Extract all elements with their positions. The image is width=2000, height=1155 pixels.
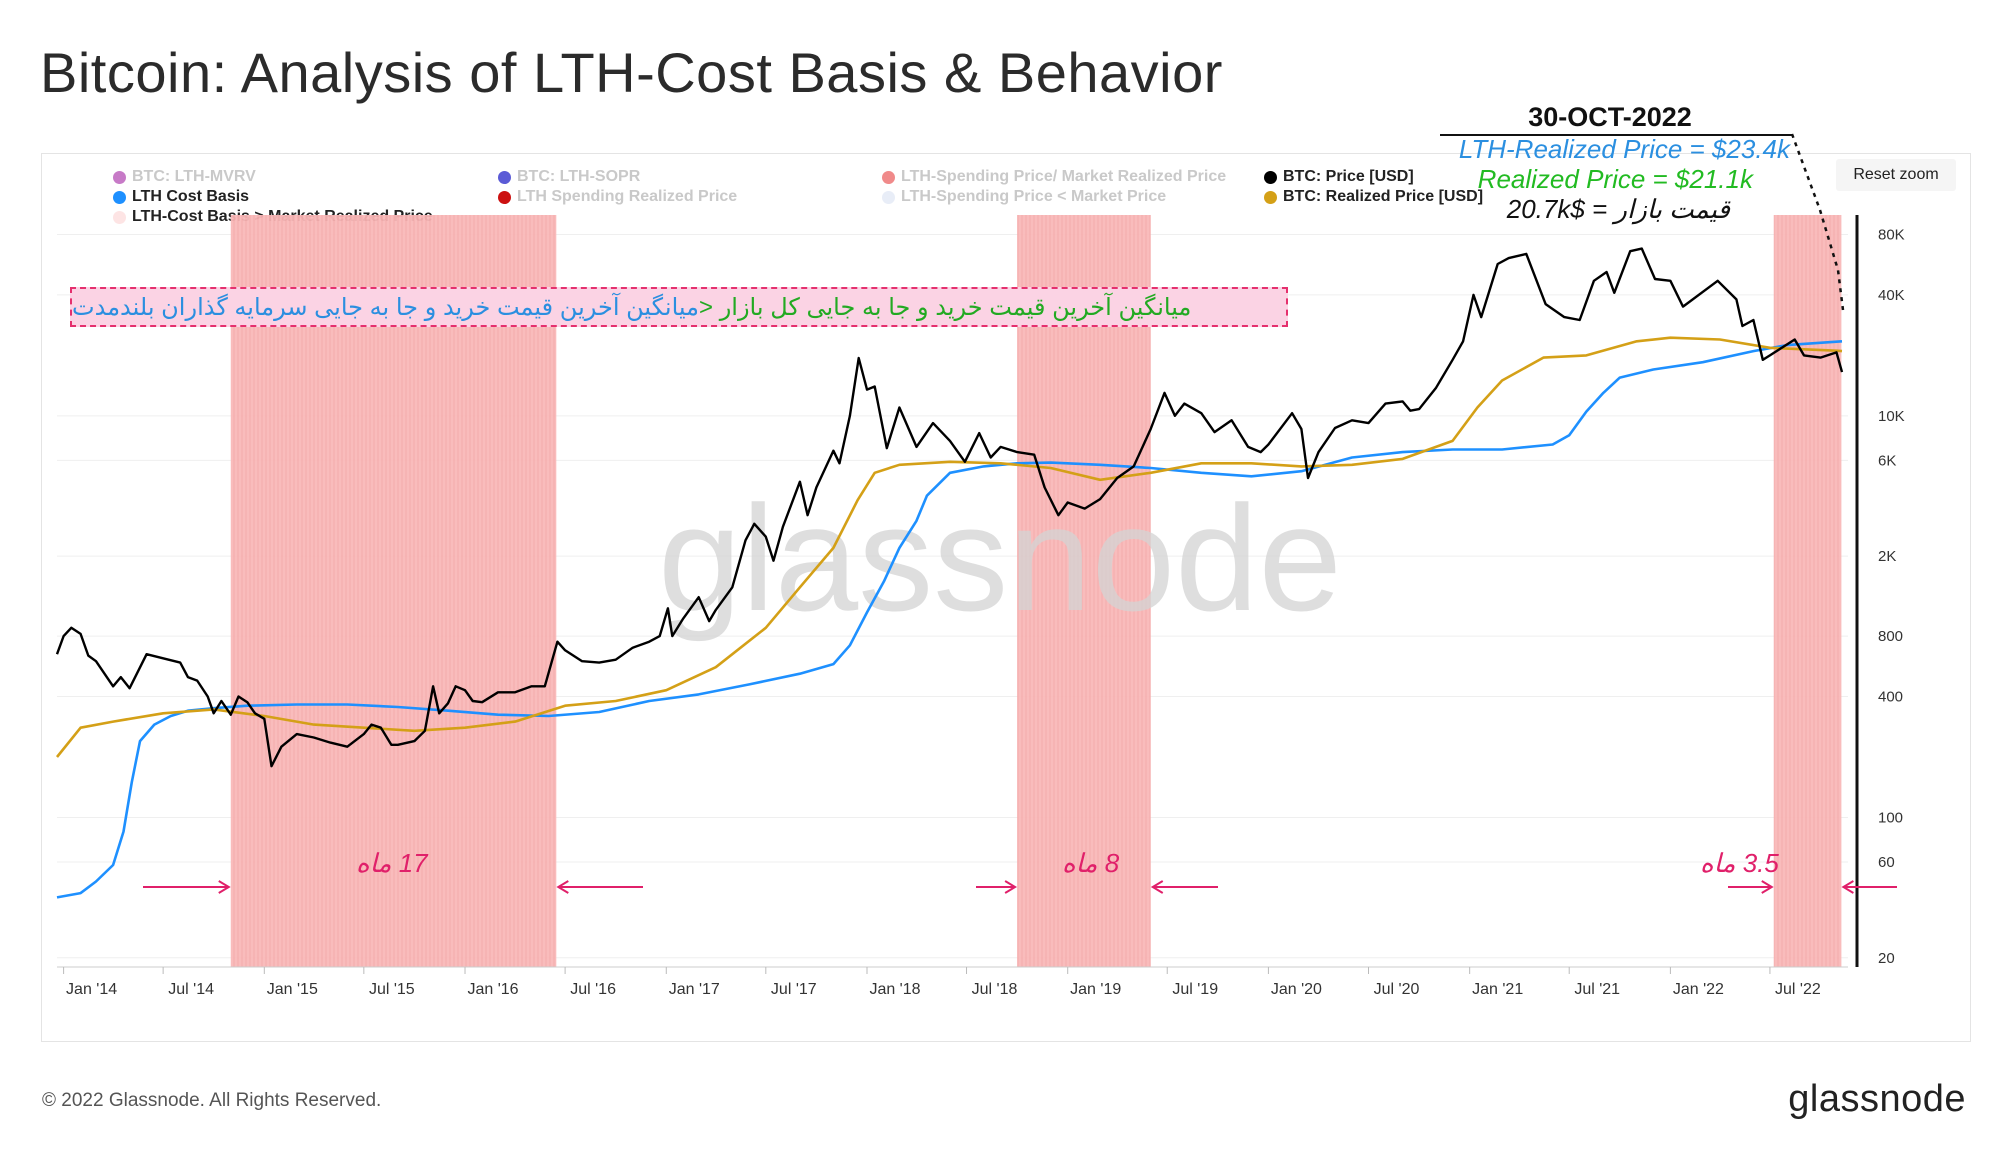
page-title: Bitcoin: Analysis of LTH-Cost Basis & Be… bbox=[40, 41, 1223, 104]
x-tick-label: Jul '14 bbox=[168, 981, 214, 998]
x-tick-label: Jan '18 bbox=[869, 981, 920, 998]
legend-label: LTH Spending Realized Price bbox=[517, 188, 738, 205]
annotation-lth-realized: LTH-Realized Price = $23.4k bbox=[1458, 134, 1790, 164]
legend-label: LTH Cost Basis bbox=[132, 188, 250, 205]
x-tick-label: Jul '17 bbox=[771, 981, 817, 998]
x-tick-label: Jul '19 bbox=[1172, 981, 1218, 998]
highlight-period-3 bbox=[1773, 215, 1842, 967]
x-tick-label: Jan '14 bbox=[66, 981, 117, 998]
legend-dot bbox=[113, 210, 126, 224]
highlight-period-1 bbox=[230, 215, 557, 967]
period-label-1: 17 ماه bbox=[356, 848, 428, 878]
series-line-0 bbox=[55, 247, 1844, 768]
legend-dot bbox=[498, 190, 511, 204]
legend-label: LTH-Spending Price < Market Price bbox=[901, 188, 1167, 205]
y-tick-label: 100 bbox=[1878, 809, 1903, 826]
x-tick-label: Jan '17 bbox=[669, 981, 720, 998]
legend-label: BTC: LTH-MVRV bbox=[132, 168, 256, 185]
legend-label: LTH-Spending Price/ Market Realized Pric… bbox=[901, 168, 1227, 185]
legend-item[interactable]: BTC: Realized Price [USD] bbox=[1264, 188, 1483, 206]
glassnode-logo: glassnode bbox=[1788, 1078, 1966, 1120]
legend-dot bbox=[1264, 170, 1277, 184]
legend-label: BTC: Realized Price [USD] bbox=[1283, 188, 1484, 205]
x-tick-label: Jan '19 bbox=[1070, 981, 1121, 998]
legend-item[interactable]: LTH-Spending Price < Market Price bbox=[882, 188, 1166, 206]
annotation-market-price: قیمت بازار = $20.7k bbox=[1506, 194, 1730, 224]
y-tick-label: 20 bbox=[1878, 950, 1895, 967]
footer-copyright: © 2022 Glassnode. All Rights Reserved. bbox=[42, 1090, 382, 1111]
x-tick-label: Jul '20 bbox=[1374, 981, 1420, 998]
y-tick-label: 40K bbox=[1878, 287, 1905, 304]
legend-item[interactable]: BTC: LTH-MVRV bbox=[113, 168, 256, 186]
reset-zoom-button[interactable]: Reset zoom bbox=[1836, 159, 1956, 191]
y-tick-label: 10K bbox=[1878, 408, 1905, 425]
legend-label: BTC: LTH-SOPR bbox=[517, 168, 641, 185]
period-arrow-head bbox=[1761, 880, 1774, 894]
legend-dot bbox=[113, 170, 126, 184]
watermark-text: glassnode bbox=[658, 474, 1342, 642]
period-arrow-head bbox=[1841, 880, 1854, 894]
legend-item[interactable]: LTH-Spending Price/ Market Realized Pric… bbox=[882, 168, 1226, 186]
period-label-2: 8 ماه bbox=[1062, 848, 1120, 878]
annotation-date-underline bbox=[1440, 134, 1792, 136]
period-label-3: 3.5 ماه bbox=[1700, 848, 1779, 878]
x-tick-label: Jul '15 bbox=[369, 981, 415, 998]
x-tick-label: Jul '18 bbox=[972, 981, 1018, 998]
x-tick-label: Jan '15 bbox=[267, 981, 318, 998]
legend-dot bbox=[882, 190, 895, 204]
period-arrow-head bbox=[1004, 880, 1018, 894]
legend-dot bbox=[1264, 190, 1277, 204]
annotation-realized-price: Realized Price = $21.1k bbox=[1477, 164, 1753, 194]
y-tick-label: 400 bbox=[1878, 689, 1903, 706]
legend-item[interactable]: BTC: LTH-SOPR bbox=[498, 168, 640, 186]
legend-dot bbox=[113, 190, 126, 204]
legend-item[interactable]: LTH Spending Realized Price bbox=[498, 188, 737, 206]
x-tick-label: Jan '22 bbox=[1673, 981, 1724, 998]
legend-dot bbox=[882, 170, 895, 184]
annotation-date: 30-OCT-2022 bbox=[1528, 102, 1692, 132]
y-tick-label: 6K bbox=[1878, 452, 1896, 469]
x-tick-label: Jul '22 bbox=[1775, 981, 1821, 998]
banner-text-realized: میانگین آخرین قیمت خرید و جا به جایی کل … bbox=[699, 293, 1192, 321]
x-tick-label: Jan '16 bbox=[467, 981, 518, 998]
legend-item[interactable]: BTC: Price [USD] bbox=[1264, 168, 1414, 186]
legend-label: BTC: Price [USD] bbox=[1283, 168, 1414, 185]
legend-dot bbox=[498, 170, 511, 184]
period-arrow-head bbox=[1150, 880, 1164, 894]
y-tick-label: 800 bbox=[1878, 628, 1903, 645]
x-tick-label: Jul '21 bbox=[1574, 981, 1620, 998]
banner-text-lth: میانگین آخرین قیمت خرید و جا به جایی سرم… bbox=[72, 293, 700, 321]
y-tick-label: 60 bbox=[1878, 854, 1895, 871]
x-tick-label: Jan '21 bbox=[1472, 981, 1523, 998]
period-arrow-head bbox=[556, 880, 569, 894]
y-tick-label: 2K bbox=[1878, 548, 1896, 565]
annotation-leader-line bbox=[1790, 133, 1845, 311]
x-tick-label: Jan '20 bbox=[1271, 981, 1322, 998]
period-arrow-head bbox=[218, 880, 231, 894]
banner-annotation: میانگین آخرین قیمت خرید و جا به جایی کل … bbox=[70, 287, 1288, 327]
x-tick-label: Jul '16 bbox=[570, 981, 616, 998]
series-line-2 bbox=[55, 336, 1843, 758]
y-tick-label: 80K bbox=[1878, 226, 1905, 243]
highlight-period-2 bbox=[1017, 215, 1151, 967]
legend-item[interactable]: LTH Cost Basis bbox=[113, 188, 249, 206]
